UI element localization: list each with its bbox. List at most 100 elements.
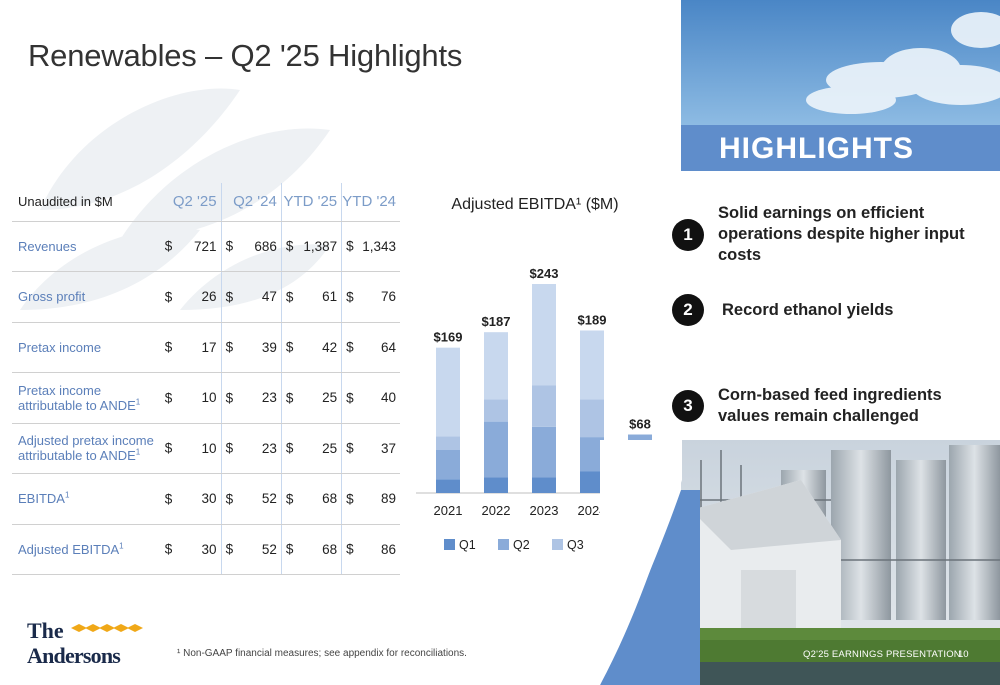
row-label: Gross profit — [12, 271, 161, 323]
legend-swatch-q2 — [498, 539, 509, 550]
total-label-2021: $169 — [434, 330, 463, 345]
highlight-text: Corn-based feed ingredients values remai… — [718, 386, 942, 425]
legend-swatch-q3 — [552, 539, 563, 550]
table-cell: $86 — [341, 524, 400, 575]
table-cell: $10 — [160, 423, 222, 474]
total-label-2024: $189 — [578, 312, 607, 327]
total-label-2023: $243 — [530, 266, 559, 281]
table-cell: $76 — [341, 271, 400, 323]
row-label: EBITDA1 — [12, 473, 161, 525]
column-header: YTD '24 — [341, 183, 400, 222]
highlight-item: 3 Corn-based feed ingredients values rem… — [672, 385, 997, 427]
table-row: Pretax income $17 $39 $42 $64 — [12, 322, 400, 373]
bar-q4-2022 — [484, 332, 508, 400]
x-tick-label-2021: 2021 — [434, 503, 463, 518]
table-cell: $23 — [220, 372, 282, 424]
table-cell: $1,343 — [341, 221, 400, 272]
bar-q4-2021 — [436, 347, 460, 437]
table-cell: $68 — [280, 473, 342, 525]
decorative-swoosh — [600, 490, 700, 685]
table-header-row: Unaudited in $M Q2 '25 Q2 '24 YTD '25 YT… — [12, 183, 400, 222]
highlight-item: 2 Record ethanol yields — [672, 294, 997, 326]
table-cell: $23 — [220, 423, 282, 474]
row-label: Pretax income — [12, 322, 161, 373]
table-cell: $721 — [160, 221, 222, 272]
table-cell: $10 — [160, 372, 222, 424]
legend-label-q1: Q1 — [459, 538, 476, 552]
footnote: ¹ Non-GAAP financial measures; see appen… — [177, 648, 467, 659]
row-label: Pretax income attributable to ANDE1 — [12, 372, 161, 424]
table-cell: $30 — [160, 473, 222, 525]
bar-q2-2022 — [484, 421, 508, 478]
bar-q1-2024 — [580, 471, 604, 493]
bar-q3-2023 — [532, 385, 556, 427]
table-cell: $68 — [280, 524, 342, 575]
highlight-item: 1 Solid earnings on efficient operations… — [672, 203, 997, 266]
table-cell: $686 — [220, 221, 282, 272]
total-label-2022: $187 — [482, 314, 511, 329]
presentation-label: Q2'25 EARNINGS PRESENTATION — [803, 649, 961, 660]
ethanol-plant-photo — [681, 440, 1000, 685]
table-row: EBITDA1 $30 $52 $68 $89 — [12, 473, 400, 525]
table-cell: $1,387 — [280, 221, 342, 272]
page-number: 10 — [958, 649, 969, 660]
highlights-header: HIGHLIGHTS — [719, 132, 914, 165]
table-row: Adjusted EBITDA1 $30 $52 $68 $86 — [12, 524, 400, 575]
highlight-text: Record ethanol yields — [722, 300, 894, 319]
svg-text:The: The — [27, 618, 64, 643]
column-header: Q2 '24 — [220, 183, 282, 222]
financial-table: Unaudited in $M Q2 '25 Q2 '24 YTD '25 YT… — [12, 183, 400, 575]
table-row: Gross profit $26 $47 $61 $76 — [12, 271, 400, 323]
legend-label-q2: Q2 — [513, 538, 530, 552]
row-label: Adjusted pretax income attributable to A… — [12, 423, 161, 474]
table-body: Revenues $721 $686 $1,387 $1,343 Gross profit… — [12, 221, 400, 575]
page-title: Renewables – Q2 '25 Highlights — [28, 38, 463, 73]
svg-text:Andersons: Andersons — [27, 643, 121, 666]
table-row: Pretax income attributable to ANDE1 $10 $2… — [12, 372, 400, 424]
bar-q1-2022 — [484, 477, 508, 493]
table-row: Revenues $721 $686 $1,387 $1,343 — [12, 221, 400, 272]
highlights-header-bar — [681, 125, 1000, 171]
highlight-number-badge: 2 — [672, 294, 704, 326]
x-tick-label-2024: 2024 — [578, 503, 607, 518]
bar-q4-2024 — [580, 330, 604, 400]
the-andersons-logo: The Andersons — [27, 618, 143, 666]
table-cell: $37 — [341, 423, 400, 474]
x-tick-label-2023: 2023 — [530, 503, 559, 518]
bar-q2-2021 — [436, 450, 460, 480]
total-label-2025: $68 — [629, 417, 651, 432]
highlight-text: Solid earnings on efficient operations d… — [718, 204, 965, 264]
table-cell: $39 — [220, 322, 282, 373]
bar-q4-2023 — [532, 284, 556, 386]
table-cell: $30 — [160, 524, 222, 575]
x-tick-label-2022: 2022 — [482, 503, 511, 518]
table-cell: $40 — [341, 372, 400, 424]
table-cell: $42 — [280, 322, 342, 373]
table-cell: $89 — [341, 473, 400, 525]
row-label: Adjusted EBITDA1 — [12, 524, 161, 575]
table-cell: $26 — [160, 271, 222, 323]
bar-q3-2024 — [580, 399, 604, 438]
table-cell: $52 — [220, 524, 282, 575]
table-cell: $25 — [280, 372, 342, 424]
table-cell: $25 — [280, 423, 342, 474]
white-swoosh-mask — [600, 440, 682, 685]
bar-q1-2023 — [532, 477, 556, 493]
bar-q3-2021 — [436, 436, 460, 450]
highlight-number-badge: 3 — [672, 390, 704, 422]
column-header: Q2 '25 — [160, 183, 222, 222]
sky-photo — [681, 0, 1000, 125]
bar-q2-2023 — [532, 426, 556, 478]
table-cell: $64 — [341, 322, 400, 373]
table-cell: $17 — [160, 322, 222, 373]
legend-swatch-q1 — [444, 539, 455, 550]
unit-label: Unaudited in $M — [12, 183, 161, 222]
bar-q1-2021 — [436, 479, 460, 493]
legend-label-q3: Q3 — [567, 538, 584, 552]
highlight-number-badge: 1 — [672, 218, 704, 251]
bar-q3-2022 — [484, 399, 508, 422]
table-cell: $47 — [220, 271, 282, 323]
table-row: Adjusted pretax income attributable to A… — [12, 423, 400, 474]
column-header: YTD '25 — [280, 183, 342, 222]
chart-title: Adjusted EBITDA¹ ($M) — [451, 196, 619, 213]
